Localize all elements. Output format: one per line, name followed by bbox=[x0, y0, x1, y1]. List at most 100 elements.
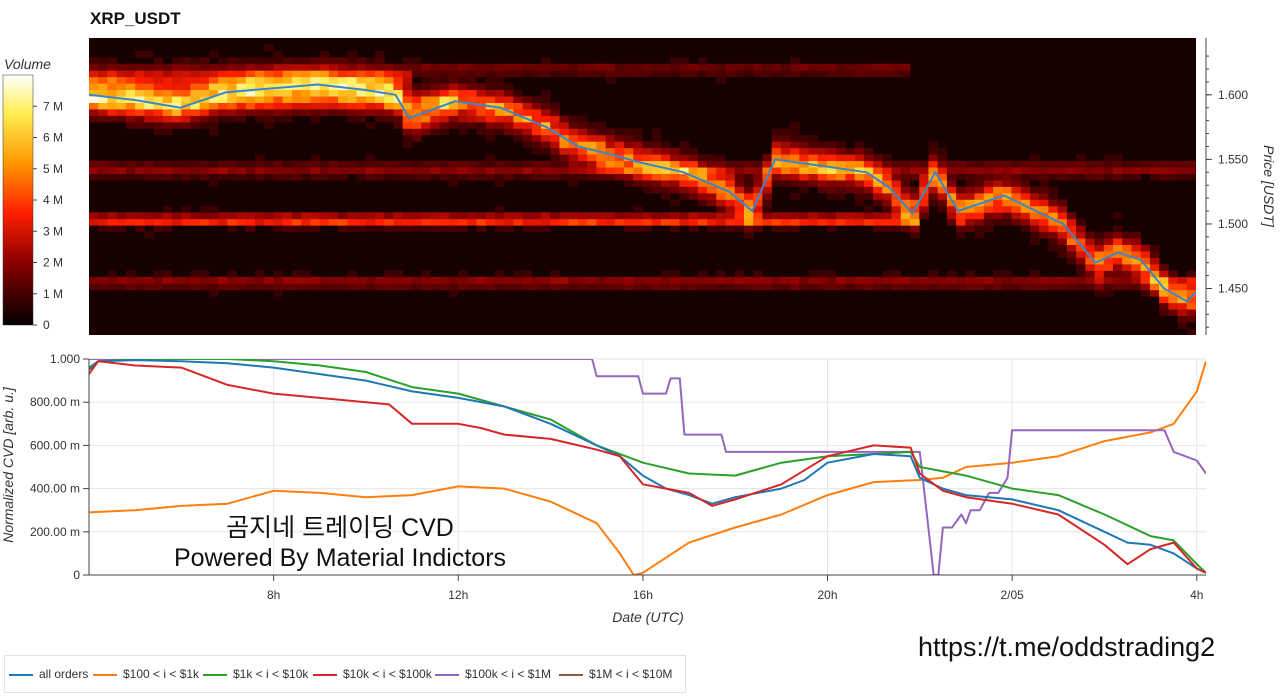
heatmap-cell bbox=[762, 205, 773, 213]
chart-canvas[interactable]: 01 M2 M3 M4 M5 M6 M7 M 1.4501.5001.5501.… bbox=[0, 0, 1280, 650]
heatmap-cell bbox=[1002, 205, 1012, 213]
colorbar-label: Volume bbox=[4, 56, 51, 72]
heatmap-cell bbox=[116, 70, 127, 78]
channel-link[interactable]: https://t.me/oddstrading2 bbox=[918, 632, 1216, 662]
heatmap-cell bbox=[1002, 186, 1012, 194]
heatmap-cell bbox=[587, 70, 597, 78]
heatmap-cell bbox=[190, 70, 201, 78]
heatmap-cell bbox=[172, 276, 182, 284]
heatmap-cell bbox=[1039, 173, 1049, 181]
legend-item[interactable]: all orders bbox=[9, 667, 88, 681]
heatmap-cell bbox=[993, 212, 1003, 220]
legend-item[interactable]: $10k < i < $100k bbox=[313, 667, 432, 681]
heatmap-cell bbox=[559, 167, 570, 174]
heatmap-cell bbox=[753, 218, 763, 226]
heatmap-cell bbox=[753, 186, 763, 194]
heatmap-cell bbox=[1122, 238, 1132, 246]
heatmap-cell bbox=[1103, 251, 1114, 258]
heatmap-cell bbox=[780, 276, 791, 284]
heatmap-cell bbox=[282, 63, 293, 71]
heatmap-cell bbox=[153, 115, 164, 123]
heatmap-cell bbox=[651, 283, 662, 291]
heatmap-cell bbox=[836, 283, 846, 291]
heatmap-cell bbox=[1131, 283, 1142, 291]
heatmap-cell bbox=[273, 96, 284, 103]
heatmap-cell bbox=[1029, 154, 1040, 162]
cvd-series-line[interactable] bbox=[89, 359, 1206, 574]
heatmap-cell bbox=[1131, 160, 1142, 168]
heatmap-cell bbox=[89, 218, 99, 226]
heatmap-cell bbox=[338, 167, 348, 174]
heatmap-cell bbox=[282, 218, 293, 226]
heatmap-cell bbox=[614, 128, 625, 136]
heatmap-cell bbox=[98, 173, 108, 181]
heatmap-cell bbox=[291, 276, 302, 284]
volume-heatmap[interactable] bbox=[89, 38, 1196, 335]
heatmap-cell bbox=[1094, 263, 1105, 271]
cvd-series-line[interactable] bbox=[89, 359, 1206, 574]
heatmap-cell bbox=[411, 167, 422, 174]
heatmap-cell bbox=[273, 289, 284, 297]
legend-item[interactable]: $100k < i < $1M bbox=[435, 667, 551, 681]
heatmap-cell bbox=[1011, 186, 1022, 194]
legend-item[interactable]: $1M < i < $10M bbox=[559, 667, 672, 681]
heatmap-cell bbox=[854, 160, 865, 168]
heatmap-cell bbox=[568, 154, 579, 162]
heatmap-cell bbox=[1029, 238, 1040, 246]
heatmap-cell bbox=[965, 167, 976, 174]
heatmap-cell bbox=[494, 167, 505, 174]
heatmap-cell bbox=[937, 199, 948, 207]
heatmap-cell bbox=[827, 173, 837, 181]
heatmap-cell bbox=[651, 173, 662, 181]
heatmap-cell bbox=[568, 160, 579, 168]
heatmap-cell bbox=[946, 218, 957, 226]
heatmap-cell bbox=[734, 160, 745, 168]
heatmap-cell bbox=[854, 212, 865, 220]
heatmap-cell bbox=[338, 96, 348, 103]
heatmap-cell bbox=[550, 115, 560, 123]
colorbar-tick-label: 5 M bbox=[43, 162, 63, 176]
heatmap-cell bbox=[347, 167, 357, 174]
heatmap-cell bbox=[771, 160, 782, 168]
heatmap-cell bbox=[734, 199, 745, 207]
heatmap-cell bbox=[384, 160, 394, 168]
heatmap-cell bbox=[107, 109, 118, 116]
heatmap-cell bbox=[430, 276, 440, 284]
heatmap-cell bbox=[1122, 283, 1132, 291]
heatmap-cell bbox=[328, 96, 339, 103]
cvd-x-tick-label: 8h bbox=[267, 588, 280, 602]
cvd-series-line[interactable] bbox=[89, 360, 1206, 575]
legend-item[interactable]: $1k < i < $10k bbox=[203, 667, 308, 681]
heatmap-cell bbox=[919, 180, 929, 187]
heatmap-cell bbox=[218, 76, 228, 84]
cvd-lines[interactable] bbox=[89, 359, 1206, 575]
heatmap-cell bbox=[946, 199, 957, 207]
heatmap-cell bbox=[1039, 283, 1049, 291]
price-line[interactable] bbox=[89, 83, 1196, 303]
heatmap-cell bbox=[190, 63, 201, 71]
heatmap-cell bbox=[98, 70, 108, 78]
heatmap-cell bbox=[891, 186, 902, 194]
heatmap-cell bbox=[227, 225, 238, 233]
heatmap-cell bbox=[780, 147, 791, 155]
heatmap-cell bbox=[356, 63, 367, 71]
heatmap-cell bbox=[494, 96, 505, 103]
heatmap-cell bbox=[245, 225, 256, 233]
heatmap-cell bbox=[273, 167, 284, 174]
heatmap-cell bbox=[937, 160, 948, 168]
heatmap-cell bbox=[310, 276, 321, 284]
heatmap-cell bbox=[1002, 218, 1012, 226]
heatmap-cell bbox=[799, 173, 809, 181]
cvd-series-line[interactable] bbox=[89, 359, 1206, 575]
heatmap-cell bbox=[1103, 238, 1114, 246]
heatmap-cell bbox=[301, 63, 311, 71]
heatmap-cell bbox=[448, 180, 459, 187]
cvd-series-line[interactable] bbox=[89, 360, 1206, 574]
heatmap-cell bbox=[291, 225, 302, 233]
heatmap-cell bbox=[291, 96, 302, 103]
heatmap-cell bbox=[365, 225, 376, 233]
heatmap-cell bbox=[347, 270, 357, 278]
legend-item[interactable]: $100 < i < $1k bbox=[93, 667, 199, 681]
heatmap-cell bbox=[790, 180, 800, 187]
heatmap-cell bbox=[1048, 192, 1059, 200]
